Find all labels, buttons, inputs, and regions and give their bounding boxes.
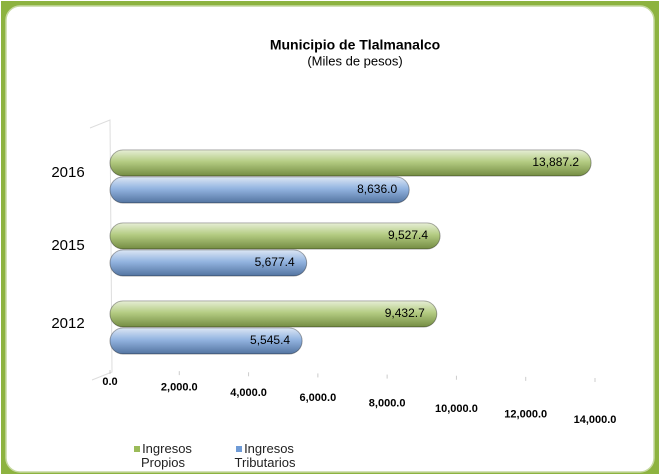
bar-shine <box>109 222 441 250</box>
chart-title: Municipio de Tlalmanalco <box>270 37 440 53</box>
x-tick-label: 2,000.0 <box>161 381 198 393</box>
value-label: 8,636.0 <box>357 182 397 196</box>
x-tick-label: 8,000.0 <box>369 398 406 410</box>
x-tick-label: 4,000.0 <box>230 387 267 399</box>
bar-shine <box>109 327 303 355</box>
value-label: 9,432.7 <box>385 306 425 320</box>
x-tick-label: 12,000.0 <box>504 408 547 420</box>
x-tick-label: 0.0 <box>102 376 117 388</box>
legend-item: Ingresos Tributarios <box>220 442 310 470</box>
y-tick-label: 2012 <box>51 315 84 332</box>
bar <box>109 249 308 277</box>
legend-label: Ingresos Propios <box>140 441 192 470</box>
value-label: 13,887.2 <box>532 155 579 169</box>
value-label: 5,677.4 <box>255 255 295 269</box>
legend-item: Ingresos Propios <box>118 442 208 470</box>
bar <box>109 300 438 328</box>
y-tick-label: 2016 <box>51 164 84 181</box>
axis-wall <box>89 119 113 381</box>
bar-shine <box>109 249 308 277</box>
legend-swatch <box>236 446 243 452</box>
bar-shine <box>109 300 438 328</box>
x-tick-label: 6,000.0 <box>300 392 337 404</box>
bar <box>109 222 441 250</box>
value-label: 9,527.4 <box>388 228 428 242</box>
x-tick-label: 14,000.0 <box>574 414 617 426</box>
y-tick-label: 2015 <box>51 237 84 254</box>
value-label: 5,545.4 <box>250 333 290 347</box>
bar-shine <box>109 149 592 177</box>
legend-swatch <box>134 446 141 452</box>
bar <box>109 176 410 204</box>
legend-label: Ingresos Tributarios <box>234 441 296 470</box>
bar <box>109 149 592 177</box>
bar <box>109 327 303 355</box>
chart-subtitle: (Miles de pesos) <box>307 53 402 68</box>
bar-shine <box>109 176 410 204</box>
x-tick-label: 10,000.0 <box>435 403 478 415</box>
